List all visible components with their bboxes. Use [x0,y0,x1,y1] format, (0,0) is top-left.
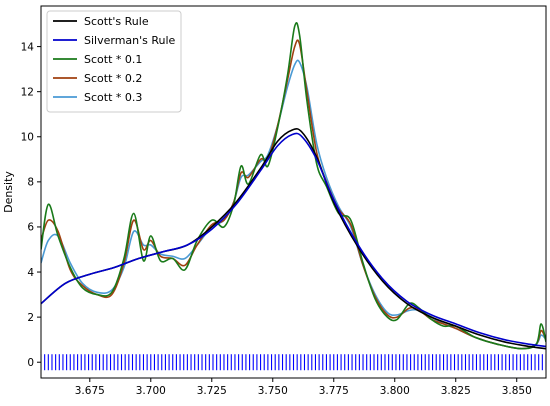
series-line-silverman-s-rule [41,132,546,348]
x-axis: 3.675 3.700 3.725 3.750 3.775 3.800 3.825 3.850 [75,378,532,397]
legend-label: Scott * 0.2 [84,72,142,85]
series-lines [41,22,546,350]
legend-label: Scott's Rule [84,15,149,28]
legend-label: Scott * 0.3 [84,91,142,104]
y-tick-label: 8 [27,177,34,189]
y-tick-label: 10 [21,132,34,144]
y-tick-label: 6 [27,222,34,234]
x-tick-label: 3.800 [380,385,410,397]
x-tick-label: 3.850 [502,385,532,397]
legend: Scott's Rule Silverman's Rule Scott * 0.1 S… [46,10,182,113]
legend-label: Scott * 0.1 [84,53,142,66]
y-tick-label: 2 [27,312,34,324]
y-tick-label: 12 [21,86,34,98]
y-axis: 0 2 4 6 8 10 12 14 [21,41,41,369]
x-tick-label: 3.700 [136,385,166,397]
y-axis-label: Density [2,171,15,213]
y-tick-label: 14 [21,41,35,53]
plot-frame [40,5,547,379]
legend-box [46,10,182,113]
x-tick-label: 3.725 [197,385,227,397]
rug-plot [41,354,546,371]
x-tick-label: 3.775 [319,385,349,397]
x-tick-label: 3.675 [75,385,105,397]
series-line-scott-0-1 [41,22,546,350]
legend-label: Silverman's Rule [84,34,176,47]
x-tick-label: 3.750 [258,385,288,397]
y-tick-label: 0 [27,357,34,369]
y-tick-label: 4 [27,267,34,279]
series-line-scott-s-rule [41,128,546,350]
x-tick-label: 3.825 [441,385,471,397]
